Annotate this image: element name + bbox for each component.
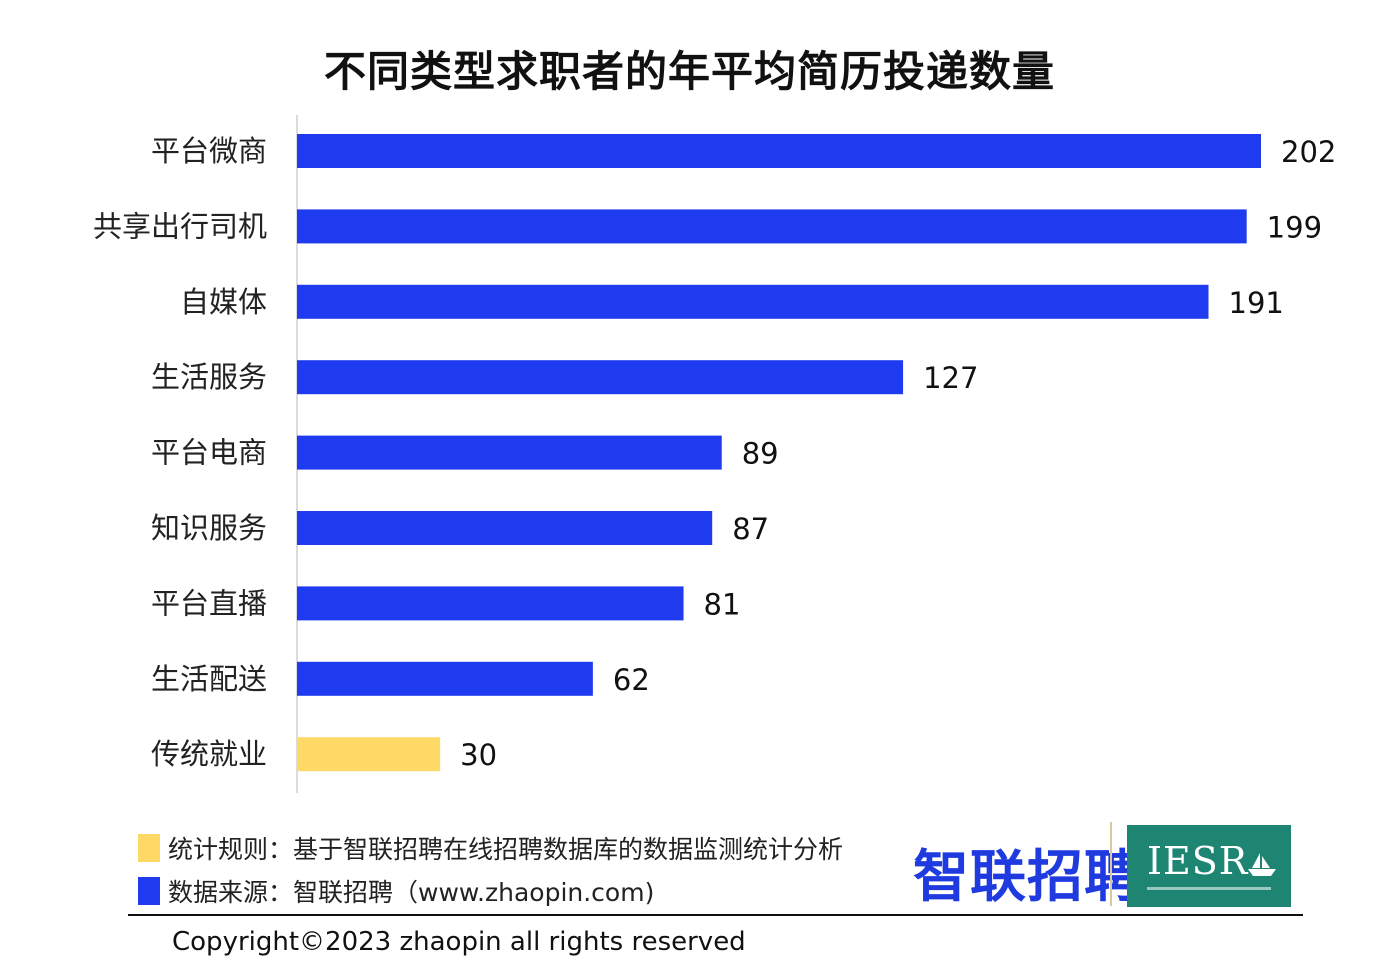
data-label: 191	[1229, 286, 1284, 320]
iesr-logo-text: IESR	[1147, 839, 1249, 883]
data-label: 127	[923, 361, 978, 395]
copyright-text: Copyright©2023 zhaopin all rights reserv…	[172, 927, 746, 957]
bar	[297, 284, 1209, 319]
category-label: 平台电商	[151, 436, 267, 470]
legend-label-source: 数据来源：智联招聘（www.zhaopin.com)	[168, 878, 655, 907]
legend-swatch-rule	[138, 834, 160, 862]
ship-icon	[1248, 853, 1276, 876]
bar	[297, 209, 1247, 244]
data-label: 202	[1281, 135, 1336, 169]
iesr-logo: IESR	[1127, 825, 1291, 907]
data-label: 89	[742, 437, 779, 471]
category-label: 自媒体	[180, 285, 267, 319]
bar	[297, 435, 722, 470]
bar	[297, 134, 1261, 168]
category-label: 平台微商	[151, 134, 267, 168]
category-label: 平台直播	[151, 586, 267, 620]
data-label: 199	[1267, 210, 1322, 244]
data-label: 87	[732, 512, 769, 546]
zhaopin-logo: 智联招聘	[913, 845, 1141, 910]
logo-divider	[1110, 822, 1112, 906]
legend-swatch-source	[138, 877, 160, 905]
bar	[297, 511, 713, 545]
bar	[297, 586, 684, 621]
category-label: 生活服务	[151, 360, 267, 394]
category-label: 生活配送	[151, 662, 267, 696]
bar	[297, 737, 441, 772]
bar	[297, 360, 904, 395]
legend-label-rule: 统计规则：基于智联招聘在线招聘数据库的数据监测统计分析	[168, 835, 844, 864]
category-label: 共享出行司机	[93, 209, 267, 243]
chart-title: 不同类型求职者的年平均简历投递数量	[323, 47, 1055, 96]
data-label: 30	[460, 738, 497, 772]
footer-rule	[128, 914, 1303, 916]
iesr-logo-subtitle	[1147, 887, 1271, 890]
data-label: 81	[704, 587, 741, 621]
legend-item-rule: 统计规则：基于智联招聘在线招聘数据库的数据监测统计分析	[138, 830, 843, 866]
category-label: 知识服务	[151, 511, 267, 545]
data-label: 62	[613, 663, 650, 697]
legend-item-source: 数据来源：智联招聘（www.zhaopin.com)	[138, 873, 654, 909]
bar	[297, 661, 593, 696]
category-label: 传统就业	[151, 737, 267, 771]
bar-chart: 平台微商 202 共享出行司机 199 自媒体 191 生活服务 127 平台电商 89 知识服务 8…	[93, 115, 1336, 793]
